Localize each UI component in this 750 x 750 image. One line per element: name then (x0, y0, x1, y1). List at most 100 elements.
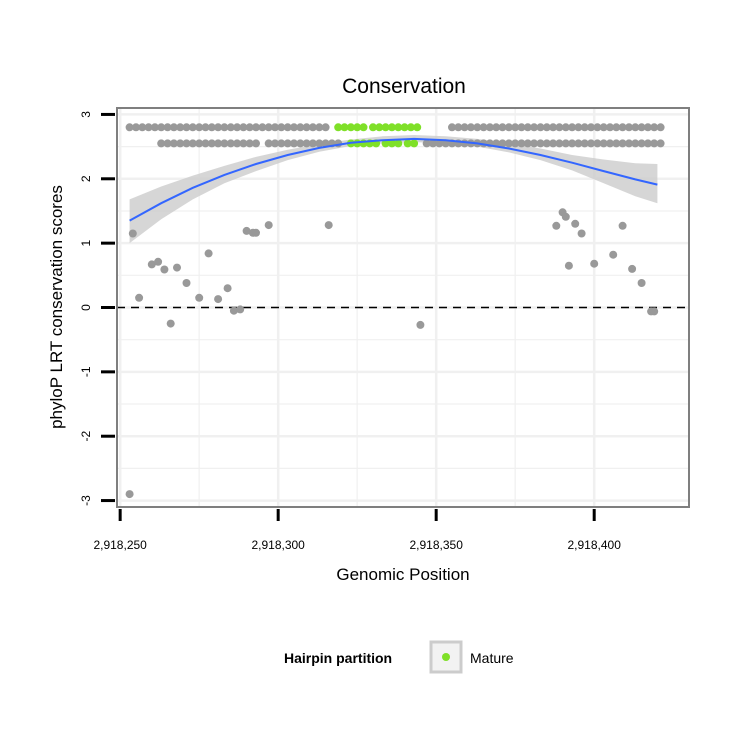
data-point (144, 123, 153, 132)
y-axis-title: phyloP LRT conservation scores (47, 185, 66, 429)
data-point (580, 139, 589, 148)
data-point (609, 250, 618, 259)
data-point (552, 221, 561, 230)
x-axis-title: Genomic Position (336, 565, 469, 584)
data-point (207, 123, 216, 132)
data-point (233, 123, 242, 132)
mature-point (387, 139, 396, 148)
mature-point (387, 123, 396, 132)
data-point (448, 123, 456, 132)
y-axis-tick-label: 0 (79, 304, 93, 311)
data-point (631, 123, 640, 132)
data-point (147, 260, 156, 269)
y-axis-tick-label: 2 (79, 175, 93, 182)
data-point (485, 123, 494, 132)
y-axis-tick-label: 3 (79, 111, 93, 118)
data-point (128, 229, 137, 238)
data-point (182, 123, 191, 132)
data-point (226, 123, 235, 132)
data-point (324, 221, 333, 230)
legend-title: Hairpin partition (284, 650, 392, 666)
data-point (606, 123, 614, 132)
data-point (138, 123, 147, 132)
y-axis-tick-label: -3 (79, 495, 93, 506)
data-point (542, 123, 551, 132)
data-point (220, 123, 229, 132)
data-point (580, 123, 589, 132)
data-point (612, 139, 621, 148)
data-point (290, 123, 298, 132)
data-point (308, 123, 317, 132)
data-point (166, 319, 175, 328)
data-point (233, 139, 242, 148)
data-point (239, 123, 248, 132)
mature-point (394, 123, 403, 132)
mature-point (346, 123, 355, 132)
data-point (523, 123, 532, 132)
data-point (656, 139, 665, 148)
data-point (214, 295, 223, 304)
data-point (530, 123, 539, 132)
mature-point (413, 123, 422, 132)
y-axis-tick-label: -1 (79, 366, 93, 377)
data-point (561, 212, 570, 221)
data-point (245, 123, 254, 132)
data-point (157, 123, 166, 132)
data-point (271, 139, 279, 148)
data-point (599, 123, 608, 132)
data-point (277, 123, 286, 132)
data-point (283, 123, 292, 132)
mature-point (353, 123, 362, 132)
data-point (188, 139, 197, 148)
data-point (245, 139, 254, 148)
data-point (625, 139, 633, 148)
legend-key-mature-point (442, 653, 450, 661)
data-point (220, 139, 229, 148)
data-point (264, 221, 273, 230)
data-point (473, 123, 482, 132)
data-point (315, 139, 324, 148)
data-point (315, 123, 324, 132)
smooth-trend-line (129, 137, 658, 222)
mature-point (410, 139, 419, 148)
mature-point (375, 123, 384, 132)
data-point (504, 139, 513, 148)
data-point (163, 139, 172, 148)
data-point (568, 139, 577, 148)
data-point (132, 123, 140, 132)
data-point (242, 226, 251, 235)
data-point (204, 249, 213, 258)
data-point (154, 257, 163, 266)
data-point (252, 228, 260, 237)
data-point (593, 139, 602, 148)
data-point (511, 123, 520, 132)
data-point (169, 123, 178, 132)
legend: Hairpin partition Mature (284, 640, 514, 674)
legend-label-mature: Mature (470, 650, 514, 666)
data-point (277, 139, 286, 148)
data-point (523, 139, 532, 148)
data-point (150, 123, 159, 132)
data-point (296, 139, 305, 148)
data-point (568, 123, 577, 132)
data-point (504, 123, 513, 132)
data-point (429, 139, 437, 148)
y-axis-tick-label: -2 (79, 431, 93, 442)
data-point (628, 264, 637, 273)
mature-point (406, 123, 415, 132)
data-point (555, 123, 564, 132)
data-point (561, 123, 570, 132)
data-point (201, 139, 210, 148)
data-point (590, 259, 599, 268)
data-point (416, 320, 425, 329)
y-axis-tick-label: 1 (79, 239, 93, 246)
data-point (631, 139, 640, 148)
data-point (618, 221, 627, 230)
x-axis-tick-label: 2,918,400 (567, 538, 621, 552)
data-point (302, 123, 311, 132)
data-point (125, 123, 134, 132)
data-point (612, 123, 621, 132)
data-point (258, 123, 267, 132)
data-point (511, 139, 520, 148)
